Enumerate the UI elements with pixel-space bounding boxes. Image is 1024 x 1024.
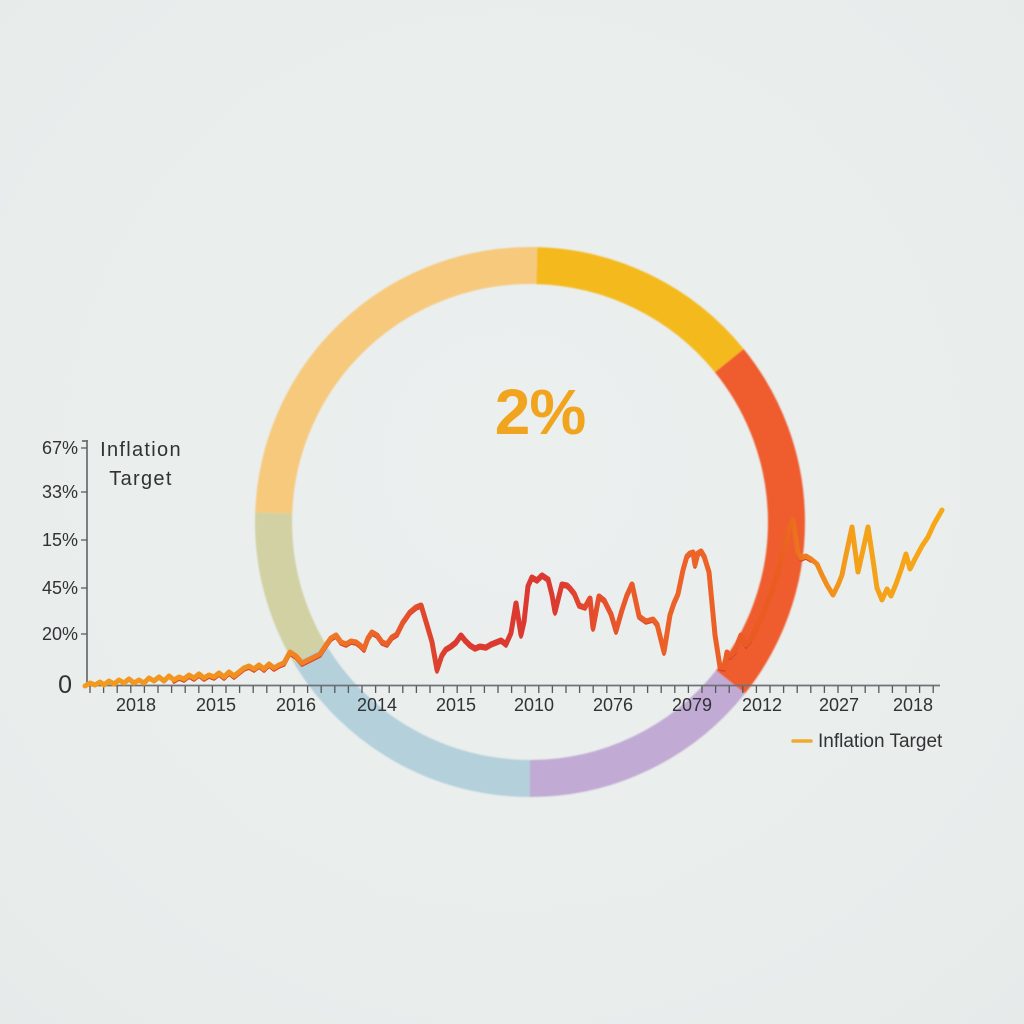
- svg-text:20%: 20%: [42, 624, 78, 644]
- svg-text:2010: 2010: [514, 695, 554, 715]
- svg-text:67%: 67%: [42, 438, 78, 458]
- svg-text:Inflation Target: Inflation Target: [818, 731, 943, 752]
- svg-text:2014: 2014: [357, 695, 397, 715]
- svg-text:Target: Target: [109, 468, 172, 490]
- svg-text:15%: 15%: [42, 530, 78, 550]
- svg-text:2027: 2027: [819, 695, 859, 715]
- svg-text:33%: 33%: [42, 482, 78, 502]
- svg-text:2018: 2018: [116, 695, 156, 715]
- svg-text:2079: 2079: [672, 695, 712, 715]
- svg-text:0: 0: [58, 671, 72, 699]
- svg-text:45%: 45%: [42, 578, 78, 598]
- svg-text:2016: 2016: [276, 695, 316, 715]
- svg-text:2018: 2018: [893, 695, 933, 715]
- svg-text:2015: 2015: [196, 695, 236, 715]
- svg-text:2%: 2%: [495, 376, 586, 448]
- svg-text:2015: 2015: [436, 695, 476, 715]
- svg-text:2076: 2076: [593, 695, 633, 715]
- svg-text:2012: 2012: [742, 695, 782, 715]
- svg-text:Inflation: Inflation: [100, 439, 182, 461]
